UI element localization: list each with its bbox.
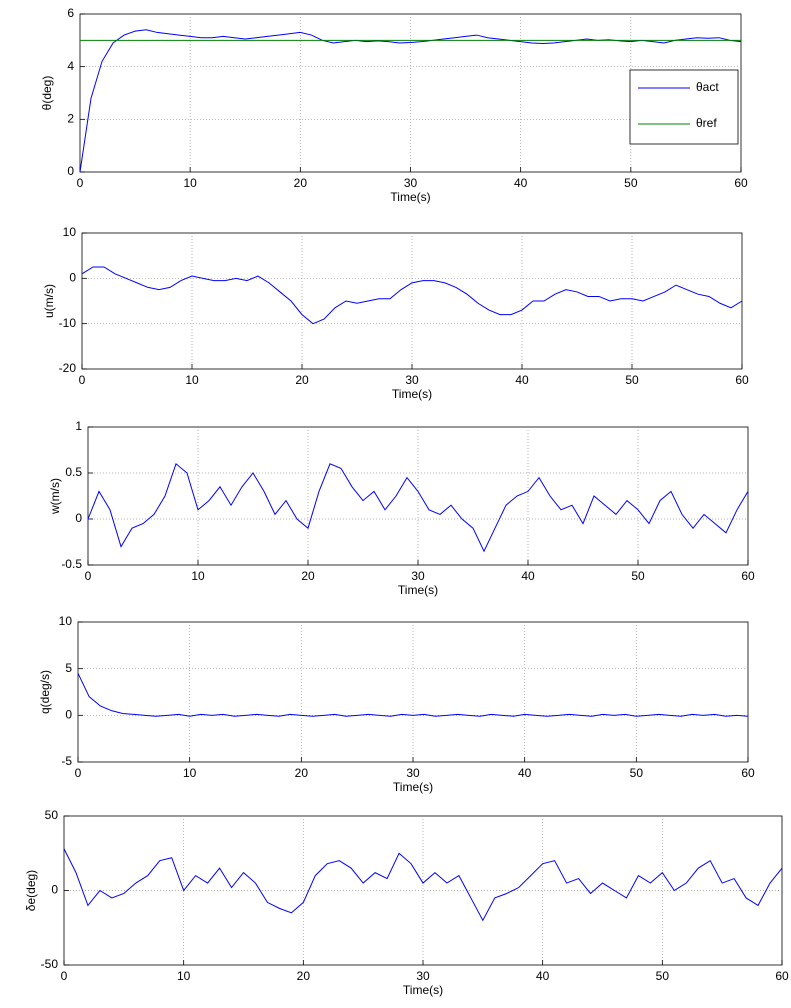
x-tick-label: 40 — [515, 373, 529, 387]
x-tick-label: 30 — [404, 176, 418, 190]
x-tick-label: 0 — [61, 969, 68, 983]
x-tick-label: 40 — [536, 969, 550, 983]
x-tick-label: 40 — [521, 569, 535, 583]
x-tick-label: 40 — [514, 176, 528, 190]
data-line — [77, 673, 749, 717]
y-tick-label: 0 — [69, 271, 76, 285]
x-tick-label: 50 — [656, 969, 670, 983]
data-line — [87, 462, 749, 553]
x-tick-label: 50 — [630, 766, 644, 780]
x-tick-label: 50 — [625, 373, 639, 387]
y-tick-label: 10 — [63, 225, 77, 239]
data-line — [63, 848, 783, 922]
x-tick-label: 60 — [741, 569, 755, 583]
x-tick-label: 0 — [77, 176, 84, 190]
x-axis-label: Time(s) — [403, 983, 443, 997]
y-tick-label: -20 — [59, 361, 77, 375]
y-axis-label: w(m/s) — [48, 478, 62, 515]
x-tick-label: 60 — [775, 969, 789, 983]
y-tick-label: 4 — [67, 59, 74, 73]
y-tick-label: 0 — [67, 164, 74, 178]
legend-label: θact — [696, 80, 719, 94]
y-tick-label: 0 — [65, 708, 72, 722]
x-tick-label: 10 — [191, 569, 205, 583]
x-tick-label: 10 — [177, 969, 191, 983]
data-line — [79, 29, 742, 173]
x-tick-label: 20 — [295, 766, 309, 780]
x-tick-label: 30 — [406, 766, 420, 780]
data-line — [81, 266, 743, 325]
y-tick-label: 0 — [75, 511, 82, 525]
x-axis-label: Time(s) — [392, 387, 432, 401]
x-tick-label: 30 — [405, 373, 419, 387]
x-tick-label: 60 — [735, 373, 749, 387]
plot-area — [81, 232, 743, 370]
x-tick-label: 20 — [295, 373, 309, 387]
x-tick-label: 10 — [183, 176, 197, 190]
x-tick-label: 30 — [416, 969, 430, 983]
x-tick-label: 50 — [631, 569, 645, 583]
y-tick-label: -0.5 — [61, 557, 82, 571]
y-tick-label: 1 — [75, 419, 82, 433]
y-tick-label: 5 — [65, 661, 72, 675]
x-tick-label: 10 — [185, 373, 199, 387]
x-tick-label: 0 — [79, 373, 86, 387]
x-tick-label: 0 — [75, 766, 82, 780]
x-axis-label: Time(s) — [393, 780, 433, 794]
x-tick-label: 30 — [411, 569, 425, 583]
y-tick-label: 2 — [67, 112, 74, 126]
legend — [629, 69, 739, 145]
y-tick-label: -10 — [59, 316, 77, 330]
y-tick-label: 0.5 — [65, 465, 82, 479]
x-tick-label: 60 — [741, 766, 755, 780]
x-axis-label: Time(s) — [398, 583, 438, 597]
y-tick-label: -5 — [61, 754, 72, 768]
y-tick-label: 50 — [45, 808, 59, 822]
y-tick-label: 0 — [51, 883, 58, 897]
x-tick-label: 50 — [624, 176, 638, 190]
x-axis-label: Time(s) — [390, 190, 430, 204]
legend-label: θref — [696, 116, 717, 130]
y-tick-label: 10 — [59, 614, 73, 628]
x-tick-label: 40 — [518, 766, 532, 780]
x-tick-label: 20 — [297, 969, 311, 983]
y-axis-label: u(m/s) — [42, 284, 56, 318]
y-axis-label: δe(deg) — [24, 870, 38, 911]
y-axis-label: θ(deg) — [40, 76, 54, 111]
x-tick-label: 20 — [301, 569, 315, 583]
x-tick-label: 0 — [85, 569, 92, 583]
x-tick-label: 20 — [294, 176, 308, 190]
y-tick-label: -50 — [41, 957, 59, 971]
x-tick-label: 10 — [183, 766, 197, 780]
x-tick-label: 60 — [734, 176, 748, 190]
y-axis-label: q(deg/s) — [38, 670, 52, 714]
y-tick-label: 6 — [67, 6, 74, 20]
